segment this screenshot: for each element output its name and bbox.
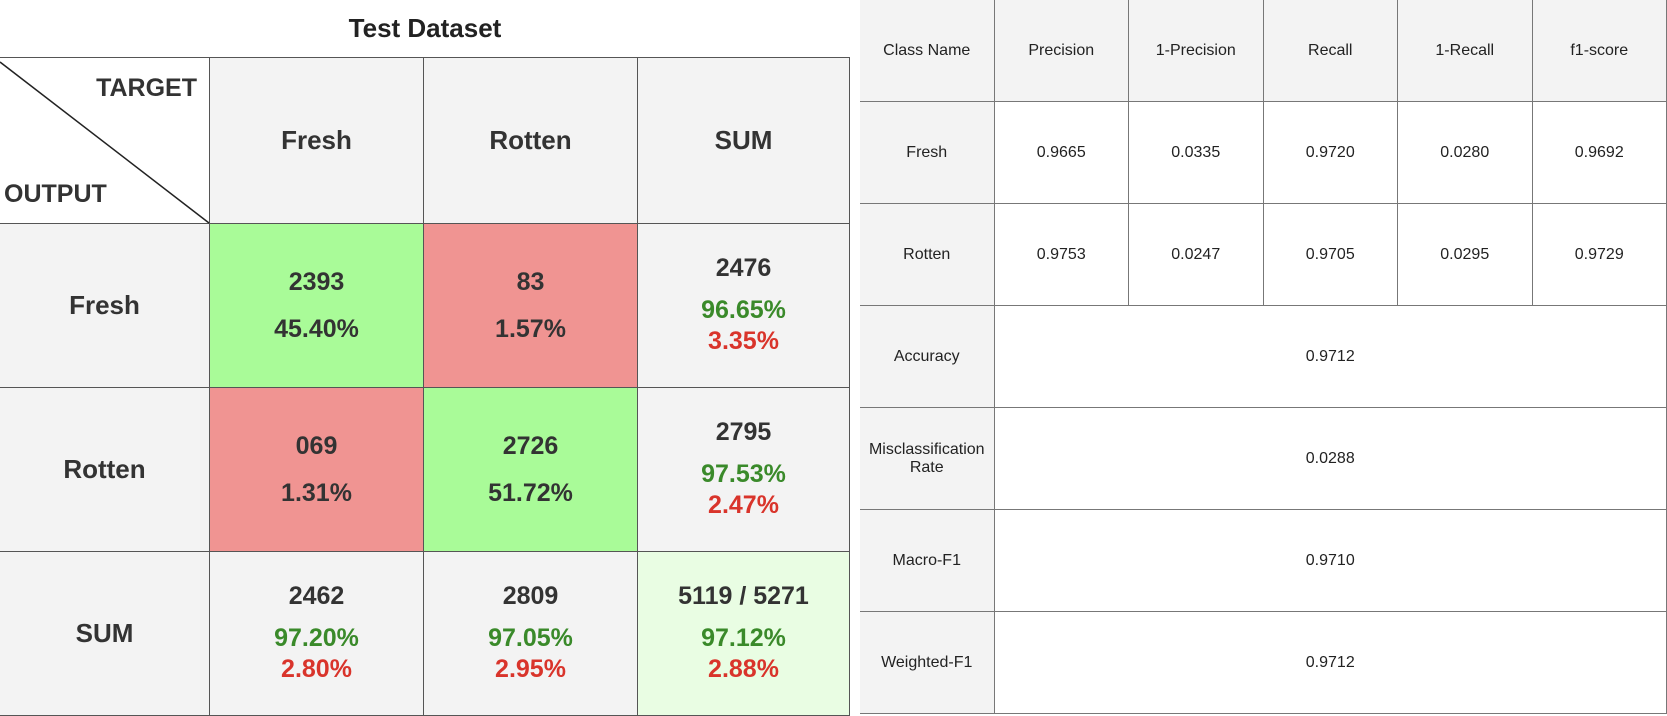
summary-metric-value: 0.9712 [994,612,1667,714]
matrix-cell-sum: 2795 97.53% 2.47% [638,388,850,552]
cell-correct-rate: 96.65% [701,296,786,324]
column-header-label: SUM [714,125,773,155]
matrix-cell-error: 069 1.31% [210,388,424,552]
metrics-value-cell: 0.0335 [1129,102,1264,204]
matrix-corner: TARGET OUTPUT [0,58,210,224]
cell-error-rate: 3.35% [708,327,779,355]
cell-count: 2726 [502,431,559,460]
row-header-label: Fresh [69,290,140,320]
confusion-matrix-title: Test Dataset [0,0,850,58]
column-header-label: Rotten [489,125,572,155]
cell-count: 5119 / 5271 [678,582,809,610]
cell-correct-rate: 97.20% [274,624,359,652]
metrics-header-cell: 1-Recall [1398,0,1533,102]
matrix-cell-correct: 2726 51.72% [424,388,638,552]
cell-correct-rate: 97.12% [701,624,786,652]
column-header-fresh: Fresh [210,58,424,224]
cell-correct-rate: 97.53% [701,460,786,488]
row-header-sum: SUM [0,552,210,716]
cell-error-rate: 2.88% [708,655,779,683]
matrix-cell-error: 83 1.57% [424,224,638,388]
metrics-header-cell: Precision [994,0,1129,102]
metrics-value-cell: 0.0247 [1129,204,1264,306]
summary-metric-value: 0.9710 [994,510,1667,612]
output-axis-label: OUTPUT [4,180,107,208]
metrics-class-name: Fresh [860,102,995,204]
metrics-value-cell: 0.9705 [1263,204,1398,306]
cell-correct-rate: 97.05% [488,624,573,652]
matrix-cell-sum: 2476 96.65% 3.35% [638,224,850,388]
cell-count: 2795 [715,418,772,446]
cell-count: 2809 [502,582,559,610]
summary-metric-name: Accuracy [860,306,995,408]
cell-error-rate: 2.80% [281,655,352,683]
matrix-cell-total: 5119 / 5271 97.12% 2.88% [638,552,850,716]
metrics-class-name: Rotten [860,204,995,306]
row-header-fresh: Fresh [0,224,210,388]
column-header-label: Fresh [281,125,352,155]
metrics-value-cell: 0.9720 [1263,102,1398,204]
column-header-sum: SUM [638,58,850,224]
target-axis-label: TARGET [96,74,197,102]
metrics-header-cell: Class Name [860,0,995,102]
cell-error-rate: 2.95% [495,655,566,683]
metrics-value-cell: 0.9692 [1532,102,1667,204]
metrics-value-cell: 0.0295 [1398,204,1533,306]
cell-percentage: 51.72% [488,478,573,507]
summary-metric-name: Misclassification Rate [860,408,995,510]
summary-metric-value: 0.9712 [994,306,1667,408]
row-header-rotten: Rotten [0,388,210,552]
row-header-label: Rotten [63,454,146,484]
summary-metric-name: Macro-F1 [860,510,995,612]
summary-metric-value: 0.0288 [994,408,1667,510]
metrics-header-cell: f1-score [1532,0,1667,102]
cell-count: 2462 [288,582,345,610]
cell-count: 069 [295,431,338,460]
cell-percentage: 1.57% [495,314,566,343]
confusion-matrix: Test Dataset TARGET OUTPUT Fresh Rotten SU… [0,0,850,716]
cell-count: 2476 [715,254,772,282]
column-header-rotten: Rotten [424,58,638,224]
row-header-label: SUM [75,618,134,648]
metrics-value-cell: 0.9729 [1532,204,1667,306]
matrix-cell-correct: 2393 45.40% [210,224,424,388]
summary-metric-name: Weighted-F1 [860,612,995,714]
metrics-value-cell: 0.9753 [994,204,1129,306]
matrix-cell-sum: 2462 97.20% 2.80% [210,552,424,716]
matrix-cell-sum: 2809 97.05% 2.95% [424,552,638,716]
metrics-value-cell: 0.0280 [1398,102,1533,204]
metrics-table: Class Name Precision 1-Precision Recall 1-Re… [860,0,1667,714]
cell-count: 2393 [288,267,345,296]
cell-percentage: 1.31% [281,478,352,507]
corner-diagonal [0,61,210,224]
cell-count: 83 [516,267,545,296]
metrics-value-cell: 0.9665 [994,102,1129,204]
cell-percentage: 45.40% [274,314,359,343]
metrics-header-cell: 1-Precision [1129,0,1264,102]
cell-error-rate: 2.47% [708,491,779,519]
metrics-header-cell: Recall [1263,0,1398,102]
